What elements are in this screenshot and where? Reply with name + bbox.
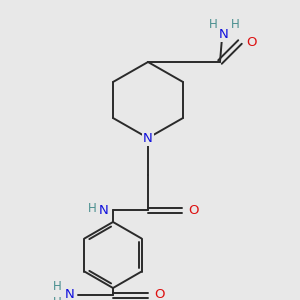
Text: O: O [188,203,199,217]
Text: O: O [246,35,256,49]
Text: H: H [88,202,97,214]
Text: H: H [53,280,62,293]
Text: N: N [99,203,109,217]
Text: H: H [208,17,217,31]
Text: N: N [143,131,153,145]
Text: H: H [53,296,62,300]
Text: H: H [231,17,239,31]
Text: N: N [64,289,74,300]
Text: O: O [154,289,164,300]
Text: N: N [219,28,229,40]
